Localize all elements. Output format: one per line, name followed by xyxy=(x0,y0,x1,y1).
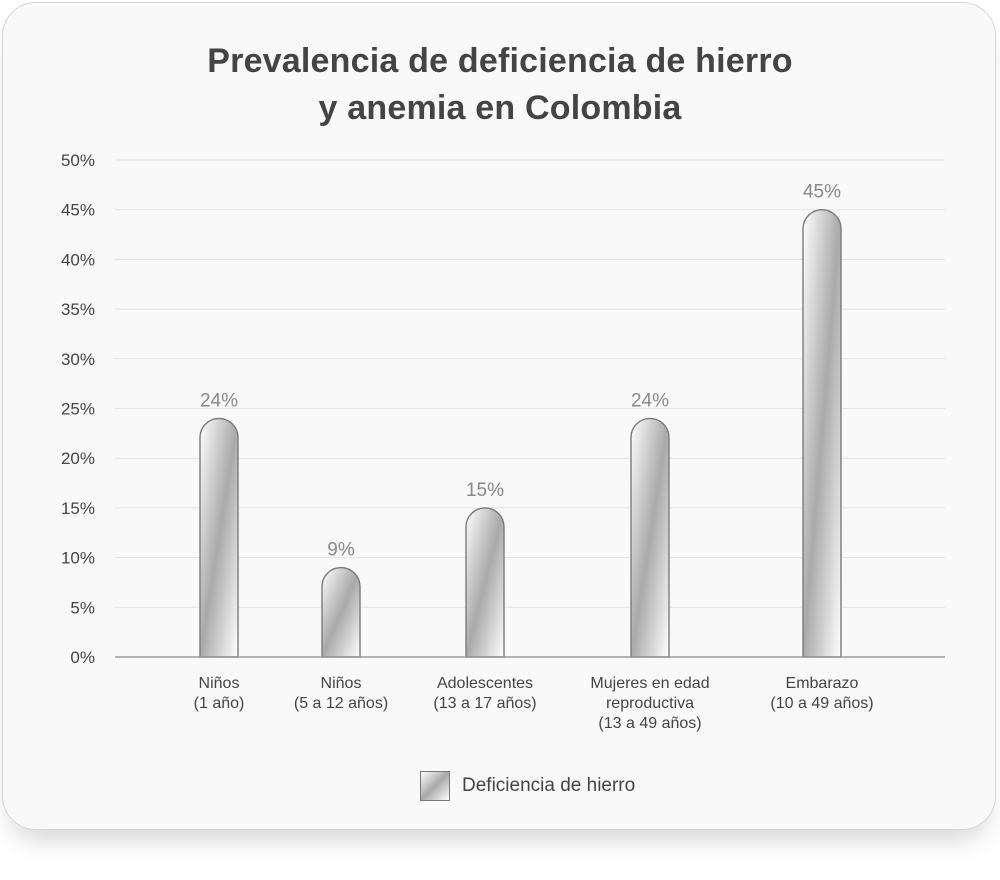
bar xyxy=(465,507,505,658)
y-axis-tick-labels: 0% 5% 10% 15% 20% 25% 30% 35% 40% 45% 50% xyxy=(61,151,95,667)
x-tick-label: Niños xyxy=(199,675,240,692)
y-tick-label: 30% xyxy=(61,350,95,369)
y-tick-label: 0% xyxy=(70,648,95,667)
chart-title-line-2: y anemia en Colombia xyxy=(318,89,682,127)
bars xyxy=(199,209,842,658)
data-label: 45% xyxy=(803,182,841,203)
x-tick-label: Embarazo xyxy=(786,675,859,692)
data-label: 9% xyxy=(327,540,355,561)
legend: Deficiencia de hierro xyxy=(420,770,635,802)
x-axis-tick-labels: Niños (1 año) Niños (5 a 12 años) Adolescent… xyxy=(194,675,874,732)
value-labels: 24% 9% 15% 24% 45% xyxy=(200,182,841,561)
x-tick-label: Niños xyxy=(321,675,362,692)
data-label: 15% xyxy=(466,480,504,501)
y-tick-label: 45% xyxy=(61,201,95,220)
x-tick-label: Mujeres en edad xyxy=(590,675,709,692)
x-tick-label: reproductiva xyxy=(606,695,694,712)
y-tick-label: 25% xyxy=(61,400,95,419)
bar xyxy=(802,209,842,658)
x-tick-label: (5 a 12 años) xyxy=(294,695,388,712)
x-tick-label: Adolescentes xyxy=(437,675,533,692)
y-tick-label: 15% xyxy=(61,499,95,518)
y-tick-label: 20% xyxy=(61,449,95,468)
data-label: 24% xyxy=(200,390,238,411)
x-tick-label: (13 a 49 años) xyxy=(598,715,701,732)
bar xyxy=(321,566,361,658)
x-tick-label: (10 a 49 años) xyxy=(770,695,873,712)
bar xyxy=(630,417,670,658)
chart-title-line-1: Prevalencia de deficiencia de hierro xyxy=(207,42,793,80)
y-tick-label: 10% xyxy=(61,549,95,568)
y-tick-label: 40% xyxy=(61,250,95,269)
x-tick-label: (13 a 17 años) xyxy=(433,695,536,712)
bar xyxy=(199,417,239,658)
y-tick-label: 35% xyxy=(61,300,95,319)
legend-swatch xyxy=(420,771,450,801)
y-tick-label: 5% xyxy=(70,598,95,617)
y-tick-label: 50% xyxy=(61,151,95,170)
x-tick-label: (1 año) xyxy=(194,695,245,712)
legend-label: Deficiencia de hierro xyxy=(462,775,636,796)
chart-title: Prevalencia de deficiencia de hierro y a… xyxy=(0,38,1000,132)
data-label: 24% xyxy=(631,390,669,411)
